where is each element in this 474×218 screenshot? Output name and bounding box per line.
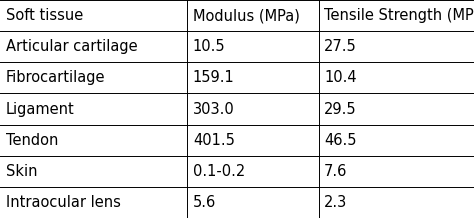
Text: 7.6: 7.6 xyxy=(324,164,347,179)
Text: Articular cartilage: Articular cartilage xyxy=(6,39,137,54)
Text: 5.6: 5.6 xyxy=(193,195,216,210)
Text: 303.0: 303.0 xyxy=(193,102,235,116)
Text: 0.1-0.2: 0.1-0.2 xyxy=(193,164,245,179)
Text: Ligament: Ligament xyxy=(6,102,74,116)
Text: 46.5: 46.5 xyxy=(324,133,357,148)
Text: 27.5: 27.5 xyxy=(324,39,357,54)
Text: 10.5: 10.5 xyxy=(193,39,226,54)
Text: 29.5: 29.5 xyxy=(324,102,357,116)
Text: Tensile Strength (MPa): Tensile Strength (MPa) xyxy=(324,8,474,23)
Text: 401.5: 401.5 xyxy=(193,133,235,148)
Text: 159.1: 159.1 xyxy=(193,70,235,85)
Text: 2.3: 2.3 xyxy=(324,195,347,210)
Text: Fibrocartilage: Fibrocartilage xyxy=(6,70,105,85)
Text: Intraocular lens: Intraocular lens xyxy=(6,195,120,210)
Text: Soft tissue: Soft tissue xyxy=(6,8,83,23)
Text: Modulus (MPa): Modulus (MPa) xyxy=(193,8,300,23)
Text: Tendon: Tendon xyxy=(6,133,58,148)
Text: 10.4: 10.4 xyxy=(324,70,357,85)
Text: Skin: Skin xyxy=(6,164,37,179)
